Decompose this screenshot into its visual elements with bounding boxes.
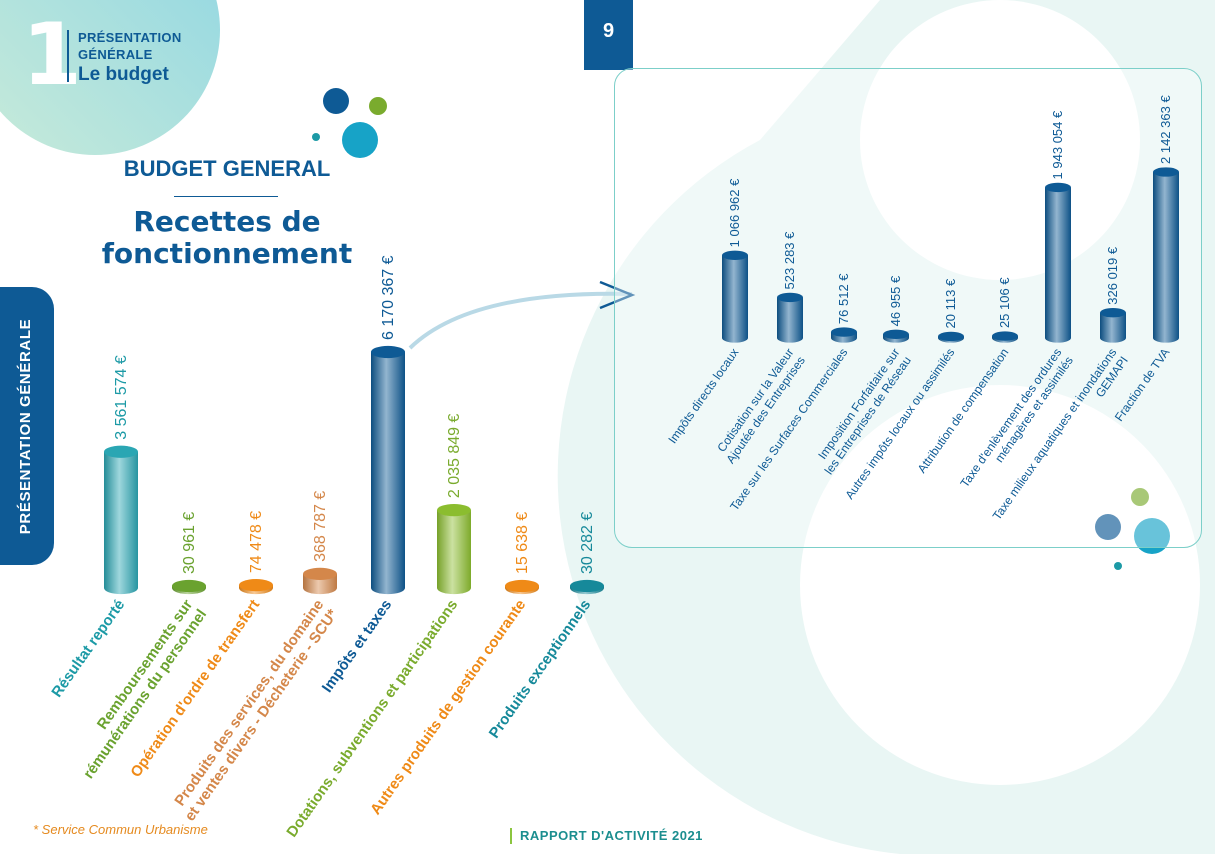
bar xyxy=(437,504,471,595)
section-subtitle: Le budget xyxy=(78,64,169,85)
bar xyxy=(239,579,273,595)
bar-base xyxy=(722,333,748,343)
value-label: 1 943 054 € xyxy=(1050,110,1065,179)
bar xyxy=(722,250,748,343)
bar xyxy=(883,329,909,343)
deco-dot xyxy=(323,88,349,114)
bar xyxy=(104,445,138,595)
bar-body xyxy=(777,297,803,338)
detail-panel xyxy=(614,68,1202,548)
bar-base xyxy=(437,581,471,595)
deco-dot xyxy=(1095,514,1121,540)
bar-top xyxy=(172,579,206,593)
value-label: 523 283 € xyxy=(782,231,797,290)
bar-base xyxy=(777,333,803,343)
bar-body xyxy=(371,352,405,588)
bar xyxy=(303,567,337,595)
chart-title-line2: fonctionnement xyxy=(101,237,353,270)
bar-top xyxy=(777,292,803,303)
bar-top xyxy=(303,567,337,581)
bar xyxy=(570,579,604,595)
value-label: 25 106 € xyxy=(997,277,1012,328)
background-ring xyxy=(800,385,1200,785)
value-label: 76 512 € xyxy=(836,273,851,324)
bar xyxy=(505,579,539,595)
value-label: 326 019 € xyxy=(1105,246,1120,305)
bar-top xyxy=(722,250,748,261)
value-label: 30 961 € xyxy=(181,512,198,574)
footer: RAPPORT D'ACTIVITÉ 2021 xyxy=(510,828,703,843)
value-label: 3 561 574 € xyxy=(113,355,130,440)
bar-top xyxy=(992,331,1018,341)
deco-dot xyxy=(342,122,378,158)
bar-top xyxy=(570,579,604,593)
arrow-head xyxy=(599,280,636,310)
chart-title: Recettes de fonctionnement xyxy=(98,206,356,270)
value-label: 6 170 367 € xyxy=(380,255,397,340)
bar-top xyxy=(938,331,964,342)
bar-body xyxy=(104,451,138,588)
footer-bar xyxy=(510,828,512,844)
bar-top xyxy=(437,504,471,517)
title-divider xyxy=(174,196,278,197)
deco-dot xyxy=(1114,562,1122,570)
bar xyxy=(777,292,803,343)
bar xyxy=(1045,182,1071,343)
chart-title-line1: Recettes de xyxy=(133,205,321,238)
budget-title: BUDGET GENERAL xyxy=(123,156,331,181)
bar-top xyxy=(104,445,138,458)
page-number: 9 xyxy=(584,0,633,70)
bar xyxy=(938,331,964,343)
bar xyxy=(1100,308,1126,343)
footer-text: RAPPORT D'ACTIVITÉ 2021 xyxy=(520,828,703,843)
value-label: 46 955 € xyxy=(888,275,903,326)
section-divider xyxy=(67,30,69,82)
bar-body xyxy=(722,255,748,338)
deco-dot xyxy=(312,133,320,141)
value-label: 74 478 € xyxy=(248,511,265,573)
bar-base xyxy=(1153,333,1179,343)
bar-base xyxy=(104,581,138,595)
section-number: 1 xyxy=(22,5,82,105)
value-label: 1 066 962 € xyxy=(727,178,742,247)
bar-base xyxy=(371,581,405,595)
arrow-shaft xyxy=(408,291,633,350)
bar-base xyxy=(303,581,337,595)
bar-top xyxy=(239,579,273,592)
bar xyxy=(172,579,206,595)
bar-top xyxy=(883,329,909,340)
section-title-line1: PRÉSENTATION xyxy=(78,30,182,45)
bar-top xyxy=(831,327,857,337)
section-title-line2: GÉNÉRALE xyxy=(78,47,153,62)
bar xyxy=(1153,167,1179,343)
bar-base xyxy=(1100,333,1126,343)
deco-dot xyxy=(1131,488,1149,506)
bar-base xyxy=(1045,333,1071,343)
bar-body xyxy=(437,510,471,588)
value-label: 15 638 € xyxy=(514,512,531,574)
section-corner-circle xyxy=(0,0,220,155)
category-label: Résultat reporté xyxy=(48,597,128,701)
bar-top xyxy=(1100,308,1126,318)
deco-dot xyxy=(1134,518,1170,554)
footnote: * Service Commun Urbanisme xyxy=(33,822,208,837)
bar xyxy=(831,327,857,343)
bar xyxy=(992,331,1018,343)
bar-top xyxy=(505,579,539,593)
value-label: 2 142 363 € xyxy=(1158,95,1173,164)
value-label: 2 035 849 € xyxy=(446,414,463,499)
bar-body xyxy=(1153,172,1179,338)
side-tab xyxy=(0,287,54,565)
bar-top xyxy=(1153,167,1179,177)
bar-top xyxy=(371,345,405,359)
value-label: 368 787 € xyxy=(312,491,329,562)
bar xyxy=(371,345,405,595)
value-label: 30 282 € xyxy=(579,512,596,574)
value-label: 20 113 € xyxy=(943,278,958,328)
bar-top xyxy=(1045,182,1071,193)
deco-dot xyxy=(369,97,387,115)
bar-body xyxy=(1045,187,1071,338)
